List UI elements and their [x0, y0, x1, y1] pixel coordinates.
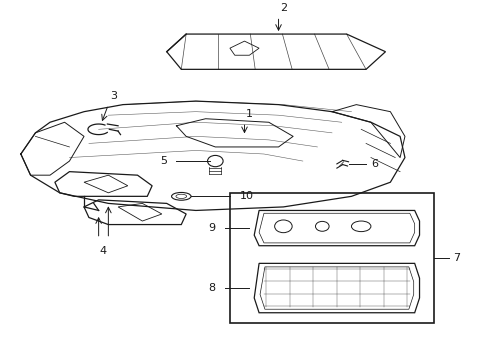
Text: 9: 9	[208, 223, 215, 233]
Text: 10: 10	[239, 191, 253, 201]
Text: 1: 1	[245, 109, 252, 119]
Text: 8: 8	[208, 283, 215, 293]
Text: 7: 7	[453, 253, 460, 263]
Text: 3: 3	[109, 91, 117, 101]
Bar	[229, 193, 433, 323]
Text: 2: 2	[279, 3, 286, 13]
Text: 6: 6	[370, 159, 377, 169]
Text: 4: 4	[100, 246, 107, 256]
Text: 5: 5	[160, 156, 166, 166]
